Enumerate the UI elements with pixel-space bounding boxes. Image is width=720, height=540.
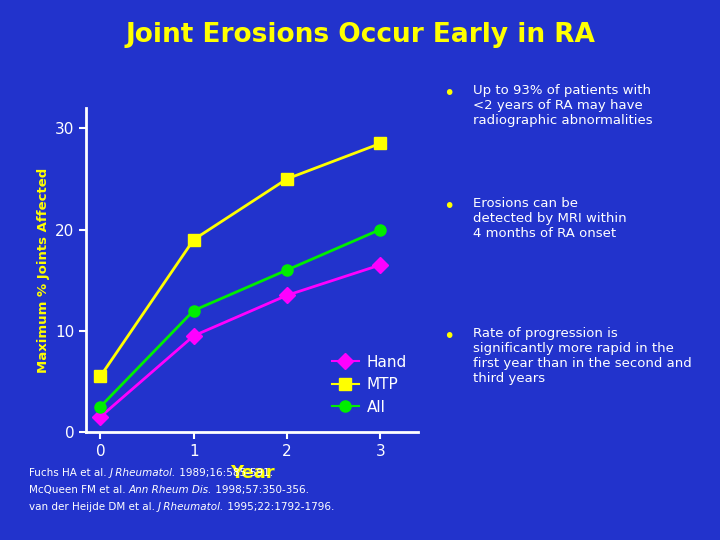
Text: 1989;16:585-591.: 1989;16:585-591. (176, 468, 273, 478)
Line: Hand: Hand (95, 259, 386, 422)
All (189, 307, 198, 314)
MTP (376, 140, 384, 147)
MTP (96, 373, 104, 380)
Text: McQueen FM et al.: McQueen FM et al. (29, 485, 129, 495)
Y-axis label: Maximum % Joints Affected: Maximum % Joints Affected (37, 167, 50, 373)
Text: Joint Erosions Occur Early in RA: Joint Erosions Occur Early in RA (125, 22, 595, 48)
Text: •: • (443, 84, 454, 103)
Hand (189, 333, 198, 339)
Line: All: All (95, 224, 386, 412)
Legend: Hand, MTP, All: Hand, MTP, All (328, 352, 410, 418)
Line: MTP: MTP (94, 137, 387, 382)
Text: •: • (443, 197, 454, 216)
Text: Rate of progression is
significantly more rapid in the
first year than in the se: Rate of progression is significantly mor… (473, 327, 692, 384)
All (376, 226, 384, 233)
Text: Up to 93% of patients with
<2 years of RA may have
radiographic abnormalities: Up to 93% of patients with <2 years of R… (473, 84, 652, 127)
Text: 1998;57:350-356.: 1998;57:350-356. (212, 485, 309, 495)
Text: Fuchs HA et al.: Fuchs HA et al. (29, 468, 109, 478)
Text: van der Heijde DM et al.: van der Heijde DM et al. (29, 502, 158, 512)
MTP (189, 237, 198, 243)
Text: 1995;22:1792-1796.: 1995;22:1792-1796. (225, 502, 335, 512)
MTP (283, 176, 292, 182)
All (283, 267, 292, 273)
Text: Ann Rheum Dis.: Ann Rheum Dis. (129, 485, 212, 495)
Text: J Rheumatol.: J Rheumatol. (109, 468, 176, 478)
Text: J Rheumatol.: J Rheumatol. (158, 502, 225, 512)
Hand (376, 262, 384, 268)
All (96, 403, 104, 410)
X-axis label: Year: Year (230, 464, 274, 482)
Hand (96, 414, 104, 420)
Text: Erosions can be
detected by MRI within
4 months of RA onset: Erosions can be detected by MRI within 4… (473, 197, 626, 240)
Hand (283, 292, 292, 299)
Text: •: • (443, 327, 454, 346)
